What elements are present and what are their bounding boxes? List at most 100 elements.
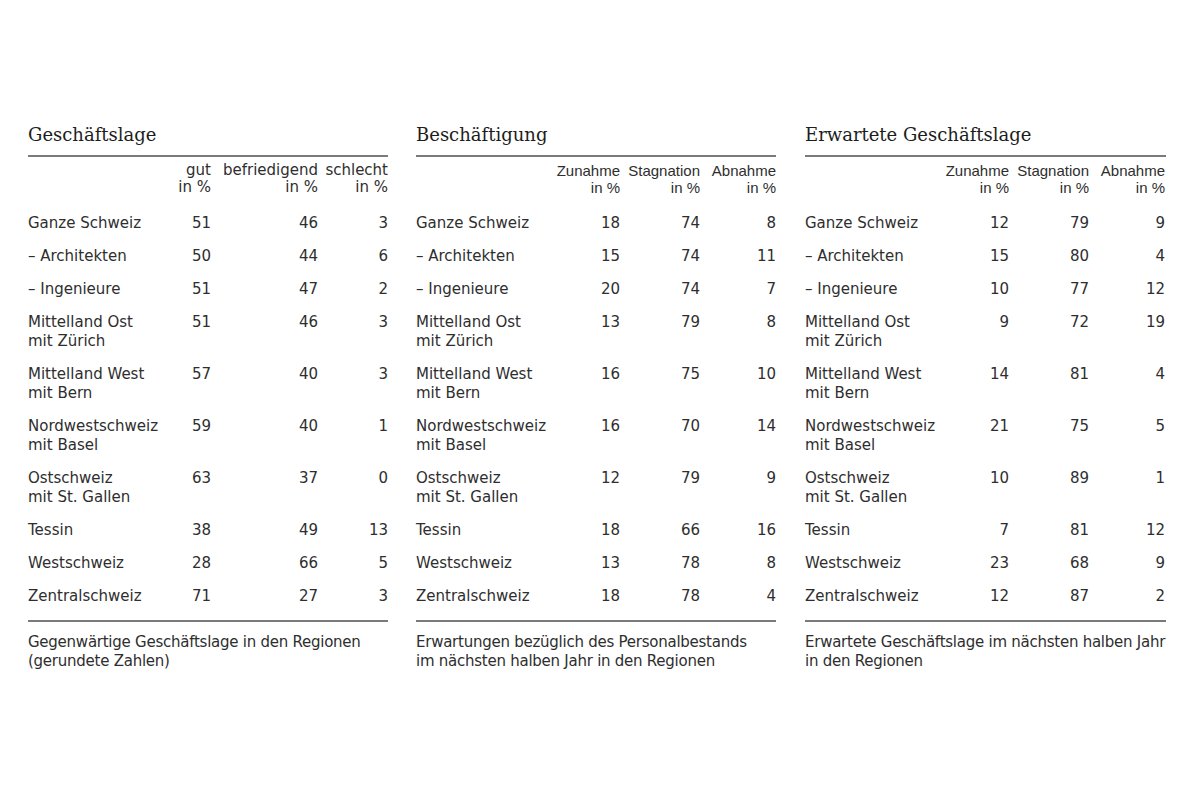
row-label: Ganze Schweiz bbox=[805, 214, 933, 233]
row-label: – Ingenieure bbox=[416, 280, 544, 299]
row-value: 2 bbox=[1089, 587, 1165, 606]
row-label: Tessin bbox=[416, 521, 544, 540]
row-value: 51 bbox=[141, 280, 211, 299]
table-row: Nordwestschweiz mit Basel21755 bbox=[805, 417, 1166, 455]
row-label: Mittelland West mit Bern bbox=[28, 365, 141, 403]
table-row: – Ingenieure107712 bbox=[805, 280, 1166, 299]
row-value: 57 bbox=[141, 365, 211, 403]
row-value: 40 bbox=[211, 365, 318, 403]
footer-rule bbox=[416, 620, 776, 622]
row-label: Zentralschweiz bbox=[28, 587, 141, 606]
row-value: 3 bbox=[318, 214, 388, 233]
row-label: Ostschweiz mit St. Gallen bbox=[416, 469, 544, 507]
row-label: Westschweiz bbox=[805, 554, 933, 573]
column-label: befriedigend bbox=[211, 162, 318, 179]
table-row: Westschweiz28665 bbox=[28, 554, 388, 573]
table-row: Tessin186616 bbox=[416, 521, 776, 540]
column-label: Zunahme bbox=[933, 162, 1009, 179]
column-headers: Zunahmein %Stagnationin %Abnahmein % bbox=[805, 162, 1166, 196]
row-value: 40 bbox=[211, 417, 318, 455]
row-value: 18 bbox=[544, 521, 620, 540]
row-value: 59 bbox=[141, 417, 211, 455]
row-value: 4 bbox=[1089, 365, 1165, 403]
column-label: Zunahme bbox=[544, 162, 620, 179]
table-section: Erwartete GeschäftslageZunahmein %Stagna… bbox=[805, 124, 1166, 671]
row-value: 15 bbox=[933, 247, 1009, 266]
column-header: schlechtin % bbox=[318, 162, 388, 196]
row-value: 71 bbox=[141, 587, 211, 606]
row-value: 72 bbox=[1009, 313, 1089, 351]
row-value: 5 bbox=[1089, 417, 1165, 455]
row-label: Mittelland Ost mit Zürich bbox=[28, 313, 141, 351]
row-value: 9 bbox=[1089, 554, 1165, 573]
row-value: 12 bbox=[933, 587, 1009, 606]
column-unit: in % bbox=[1089, 179, 1165, 196]
row-value: 14 bbox=[700, 417, 776, 455]
column-header: Abnahmein % bbox=[700, 162, 776, 196]
title-rule bbox=[805, 155, 1166, 157]
table-row: Zentralschweiz18784 bbox=[416, 587, 776, 606]
row-value: 6 bbox=[318, 247, 388, 266]
row-value: 4 bbox=[700, 587, 776, 606]
column-headers: Zunahmein %Stagnationin %Abnahmein % bbox=[416, 162, 776, 196]
row-value: 5 bbox=[318, 554, 388, 573]
row-value: 74 bbox=[620, 280, 700, 299]
row-value: 81 bbox=[1009, 365, 1089, 403]
row-value: 16 bbox=[544, 417, 620, 455]
table-row: – Ingenieure20747 bbox=[416, 280, 776, 299]
row-label-column-header bbox=[416, 162, 544, 196]
column-label: Stagnation bbox=[1009, 162, 1089, 179]
table-row: Ganze Schweiz12799 bbox=[805, 214, 1166, 233]
row-value: 37 bbox=[211, 469, 318, 507]
row-value: 51 bbox=[141, 313, 211, 351]
row-value: 81 bbox=[1009, 521, 1089, 540]
row-value: 20 bbox=[544, 280, 620, 299]
row-label: Westschweiz bbox=[416, 554, 544, 573]
column-label: Stagnation bbox=[620, 162, 700, 179]
table-footnote: Erwartete Geschäftslage im nächsten halb… bbox=[805, 633, 1166, 671]
table-body: Ganze Schweiz18748– Architekten157411– I… bbox=[416, 214, 776, 606]
column-unit: in % bbox=[318, 179, 388, 196]
table-row: Mittelland Ost mit Zürich97219 bbox=[805, 313, 1166, 351]
title-rule bbox=[416, 155, 776, 157]
row-label: Mittelland Ost mit Zürich bbox=[805, 313, 933, 351]
column-headers: gut in %befriedigendin %schlechtin % bbox=[28, 162, 388, 196]
row-value: 78 bbox=[620, 554, 700, 573]
row-value: 12 bbox=[1089, 280, 1165, 299]
table-body: Ganze Schweiz12799– Architekten15804– In… bbox=[805, 214, 1166, 606]
row-value: 12 bbox=[933, 214, 1009, 233]
table-row: Nordwestschweiz mit Basel59401 bbox=[28, 417, 388, 455]
row-value: 2 bbox=[318, 280, 388, 299]
row-value: 3 bbox=[318, 587, 388, 606]
row-value: 79 bbox=[1009, 214, 1089, 233]
column-unit: in % bbox=[620, 179, 700, 196]
row-value: 3 bbox=[318, 365, 388, 403]
row-value: 16 bbox=[544, 365, 620, 403]
row-value: 7 bbox=[700, 280, 776, 299]
table-row: Tessin78112 bbox=[805, 521, 1166, 540]
row-label: – Ingenieure bbox=[28, 280, 141, 299]
table-row: Ostschweiz mit St. Gallen10891 bbox=[805, 469, 1166, 507]
row-label: Nordwestschweiz mit Basel bbox=[28, 417, 141, 455]
row-value: 14 bbox=[933, 365, 1009, 403]
column-label: schlecht bbox=[318, 162, 388, 179]
row-label: Mittelland West mit Bern bbox=[416, 365, 544, 403]
row-label: Westschweiz bbox=[28, 554, 141, 573]
row-value: 63 bbox=[141, 469, 211, 507]
table-title: Erwartete Geschäftslage bbox=[805, 124, 1166, 146]
row-value: 1 bbox=[1089, 469, 1165, 507]
row-label: – Architekten bbox=[28, 247, 141, 266]
row-label: – Architekten bbox=[805, 247, 933, 266]
row-label: Ganze Schweiz bbox=[416, 214, 544, 233]
row-value: 66 bbox=[211, 554, 318, 573]
row-value: 9 bbox=[700, 469, 776, 507]
column-label: gut bbox=[141, 162, 211, 179]
row-label: Zentralschweiz bbox=[805, 587, 933, 606]
column-label: Abnahme bbox=[700, 162, 776, 179]
column-header: befriedigendin % bbox=[211, 162, 318, 196]
row-value: 8 bbox=[700, 214, 776, 233]
row-value: 10 bbox=[700, 365, 776, 403]
row-value: 21 bbox=[933, 417, 1009, 455]
row-value: 10 bbox=[933, 280, 1009, 299]
column-unit: in % bbox=[933, 179, 1009, 196]
